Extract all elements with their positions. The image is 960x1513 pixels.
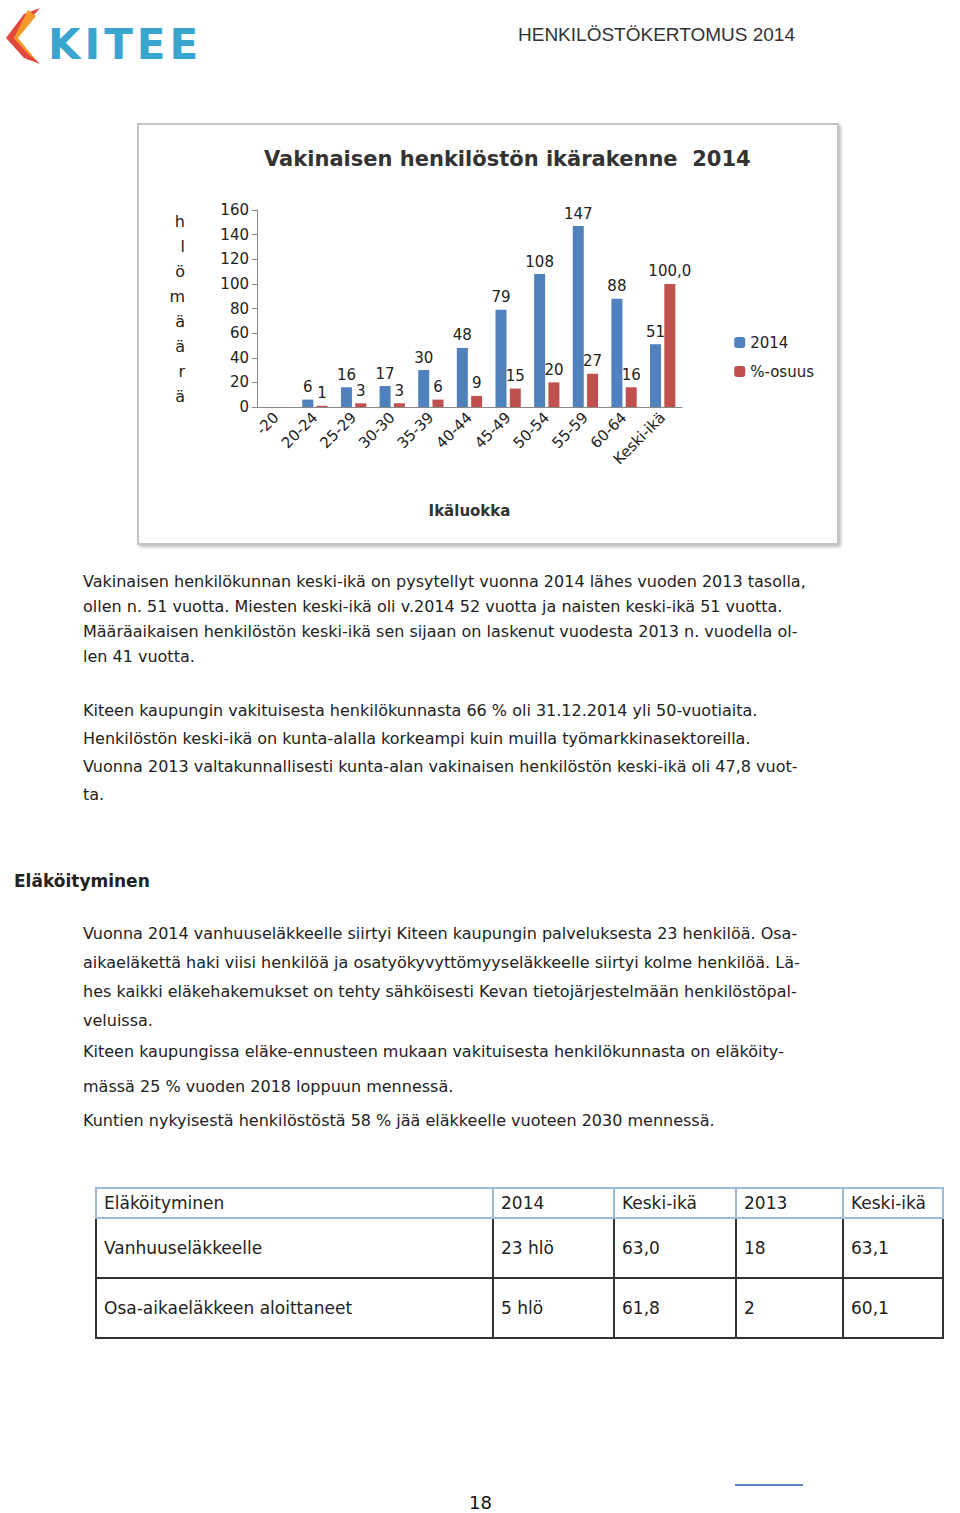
html-text:Keski-ikä: Keski-ikä [851,1193,926,1213]
svg-text:0: 0 [239,398,249,416]
html-text:60,1: 60,1 [851,1298,889,1318]
svg-text:h: h [175,212,185,231]
html-text:2014: 2014 [501,1193,545,1213]
svg-text:160: 160 [220,201,249,219]
svg-text:m: m [169,287,185,306]
svg-text:16: 16 [337,366,356,384]
html-text:Henkilöstön keski-ikä on kunta: Henkilöstön keski-ikä on kunta-alalla ko… [83,729,751,748]
svg-text:9: 9 [472,374,482,392]
svg-text:3: 3 [356,382,366,400]
html-text:Vakinaisen henkilökunnan keski: Vakinaisen henkilökunnan keski-ikä on py… [83,572,806,591]
svg-text:27: 27 [583,352,602,370]
svg-text:6: 6 [433,378,443,396]
html-text:HENKILÖSTÖKERTOMUS 2014: HENKILÖSTÖKERTOMUS 2014 [518,24,795,45]
html-text:ollen n. 51 vuotta. Miesten ke: ollen n. 51 vuotta. Miesten keski-ikä ol… [83,597,783,616]
svg-text:30: 30 [414,349,433,367]
svg-text:ä: ä [175,387,185,406]
svg-text:35-39: 35-39 [394,409,438,453]
svg-text:25-29: 25-29 [316,409,360,453]
html-text:hes kaikki eläkehakemukset on: hes kaikki eläkehakemukset on tehty sähk… [83,982,797,1001]
html-text:63,0: 63,0 [622,1238,660,1258]
svg-text:100: 100 [220,275,249,293]
svg-text:2014: 2014 [750,334,788,352]
html-text:18: 18 [469,1492,492,1513]
svg-text:80: 80 [230,300,249,318]
svg-text:6: 6 [303,378,313,396]
svg-text:40-44: 40-44 [432,409,476,453]
html-text:aikaeläkettä haki viisi henkil: aikaeläkettä haki viisi henkilöä ja osat… [83,953,800,972]
svg-text:88: 88 [607,277,626,295]
html-text:61,8: 61,8 [622,1298,660,1318]
svg-text:15: 15 [506,367,525,385]
svg-text:79: 79 [491,288,510,306]
svg-text:48: 48 [453,326,472,344]
svg-text:45-49: 45-49 [471,409,515,453]
svg-text:ä: ä [175,312,185,331]
html-text:Eläköityminen: Eläköityminen [14,871,150,891]
svg-text:40: 40 [230,349,249,367]
svg-text:Ikäluokka: Ikäluokka [429,502,511,520]
html-text:Vuonna 2013 valtakunnallisesti: Vuonna 2013 valtakunnallisesti kunta-ala… [83,757,798,776]
html-text:Keski-ikä: Keski-ikä [622,1193,697,1213]
html-text:23 hlö: 23 hlö [501,1238,554,1258]
html-text:ta.: ta. [83,785,105,804]
svg-text:1: 1 [317,384,327,402]
svg-text:60: 60 [230,324,249,342]
html-text:Osa-aikaeläkkeen aloittaneet: Osa-aikaeläkkeen aloittaneet [104,1298,352,1318]
html-text:len 41 vuotta.: len 41 vuotta. [83,647,195,666]
svg-text:147: 147 [564,205,593,223]
html-text:Eläköityminen: Eläköityminen [104,1193,225,1213]
svg-text:16: 16 [622,366,641,384]
svg-text:108: 108 [525,253,554,271]
svg-text:20-24: 20-24 [278,409,322,453]
html-text:18: 18 [744,1238,766,1258]
svg-text:60-64: 60-64 [586,408,631,453]
svg-text:ä: ä [175,337,185,356]
svg-text:20: 20 [544,361,563,379]
html-text:63,1: 63,1 [851,1238,889,1258]
html-text:KITEE: KITEE [48,20,203,69]
html-text:Kuntien nykyisestä henkilöstös: Kuntien nykyisestä henkilöstöstä 58 % jä… [83,1111,715,1130]
html-text:2013: 2013 [744,1193,788,1213]
svg-text:20: 20 [230,373,249,391]
html-text:Vuonna 2014 vanhuuseläkkeelle: Vuonna 2014 vanhuuseläkkeelle siirtyi Ki… [83,924,798,943]
html-text:mässä 25 % vuoden 2018 loppuun: mässä 25 % vuoden 2018 loppuun mennessä. [83,1077,454,1096]
svg-text:%-osuus: %-osuus [750,363,814,381]
html-text:veluissa.: veluissa. [83,1011,153,1030]
svg-text:17: 17 [376,365,395,383]
svg-text:55-59: 55-59 [548,409,592,453]
svg-text:140: 140 [220,226,249,244]
html-text:Kiteen kaupungin vakituisesta: Kiteen kaupungin vakituisesta henkilökun… [83,701,758,720]
svg-text:120: 120 [220,250,249,268]
html-text:Määräaikaisen henkilöstön kesk: Määräaikaisen henkilöstön keski-ikä sen … [83,622,798,641]
html-text:2: 2 [744,1298,755,1318]
svg-text:-20: -20 [253,409,283,439]
svg-text:l: l [181,237,185,256]
svg-text:3: 3 [395,382,405,400]
svg-text:Keski-ikä: Keski-ikä [610,409,669,468]
html-text:5 hlö: 5 hlö [501,1298,544,1318]
svg-text:30-30: 30-30 [355,409,399,453]
svg-text:100,0: 100,0 [648,262,691,280]
svg-text:ö: ö [175,262,185,281]
html-text:Kiteen kaupungissa eläke-ennus: Kiteen kaupungissa eläke-ennusteen mukaa… [83,1042,784,1061]
svg-text:Vakinaisen henkilöstön ikärake: Vakinaisen henkilöstön ikärakenne 2014 [264,147,751,171]
html-text:Vanhuuseläkkeelle: Vanhuuseläkkeelle [104,1238,263,1258]
svg-text:50-54: 50-54 [510,409,554,453]
svg-text:51: 51 [646,323,665,341]
svg-text:r: r [178,362,185,381]
